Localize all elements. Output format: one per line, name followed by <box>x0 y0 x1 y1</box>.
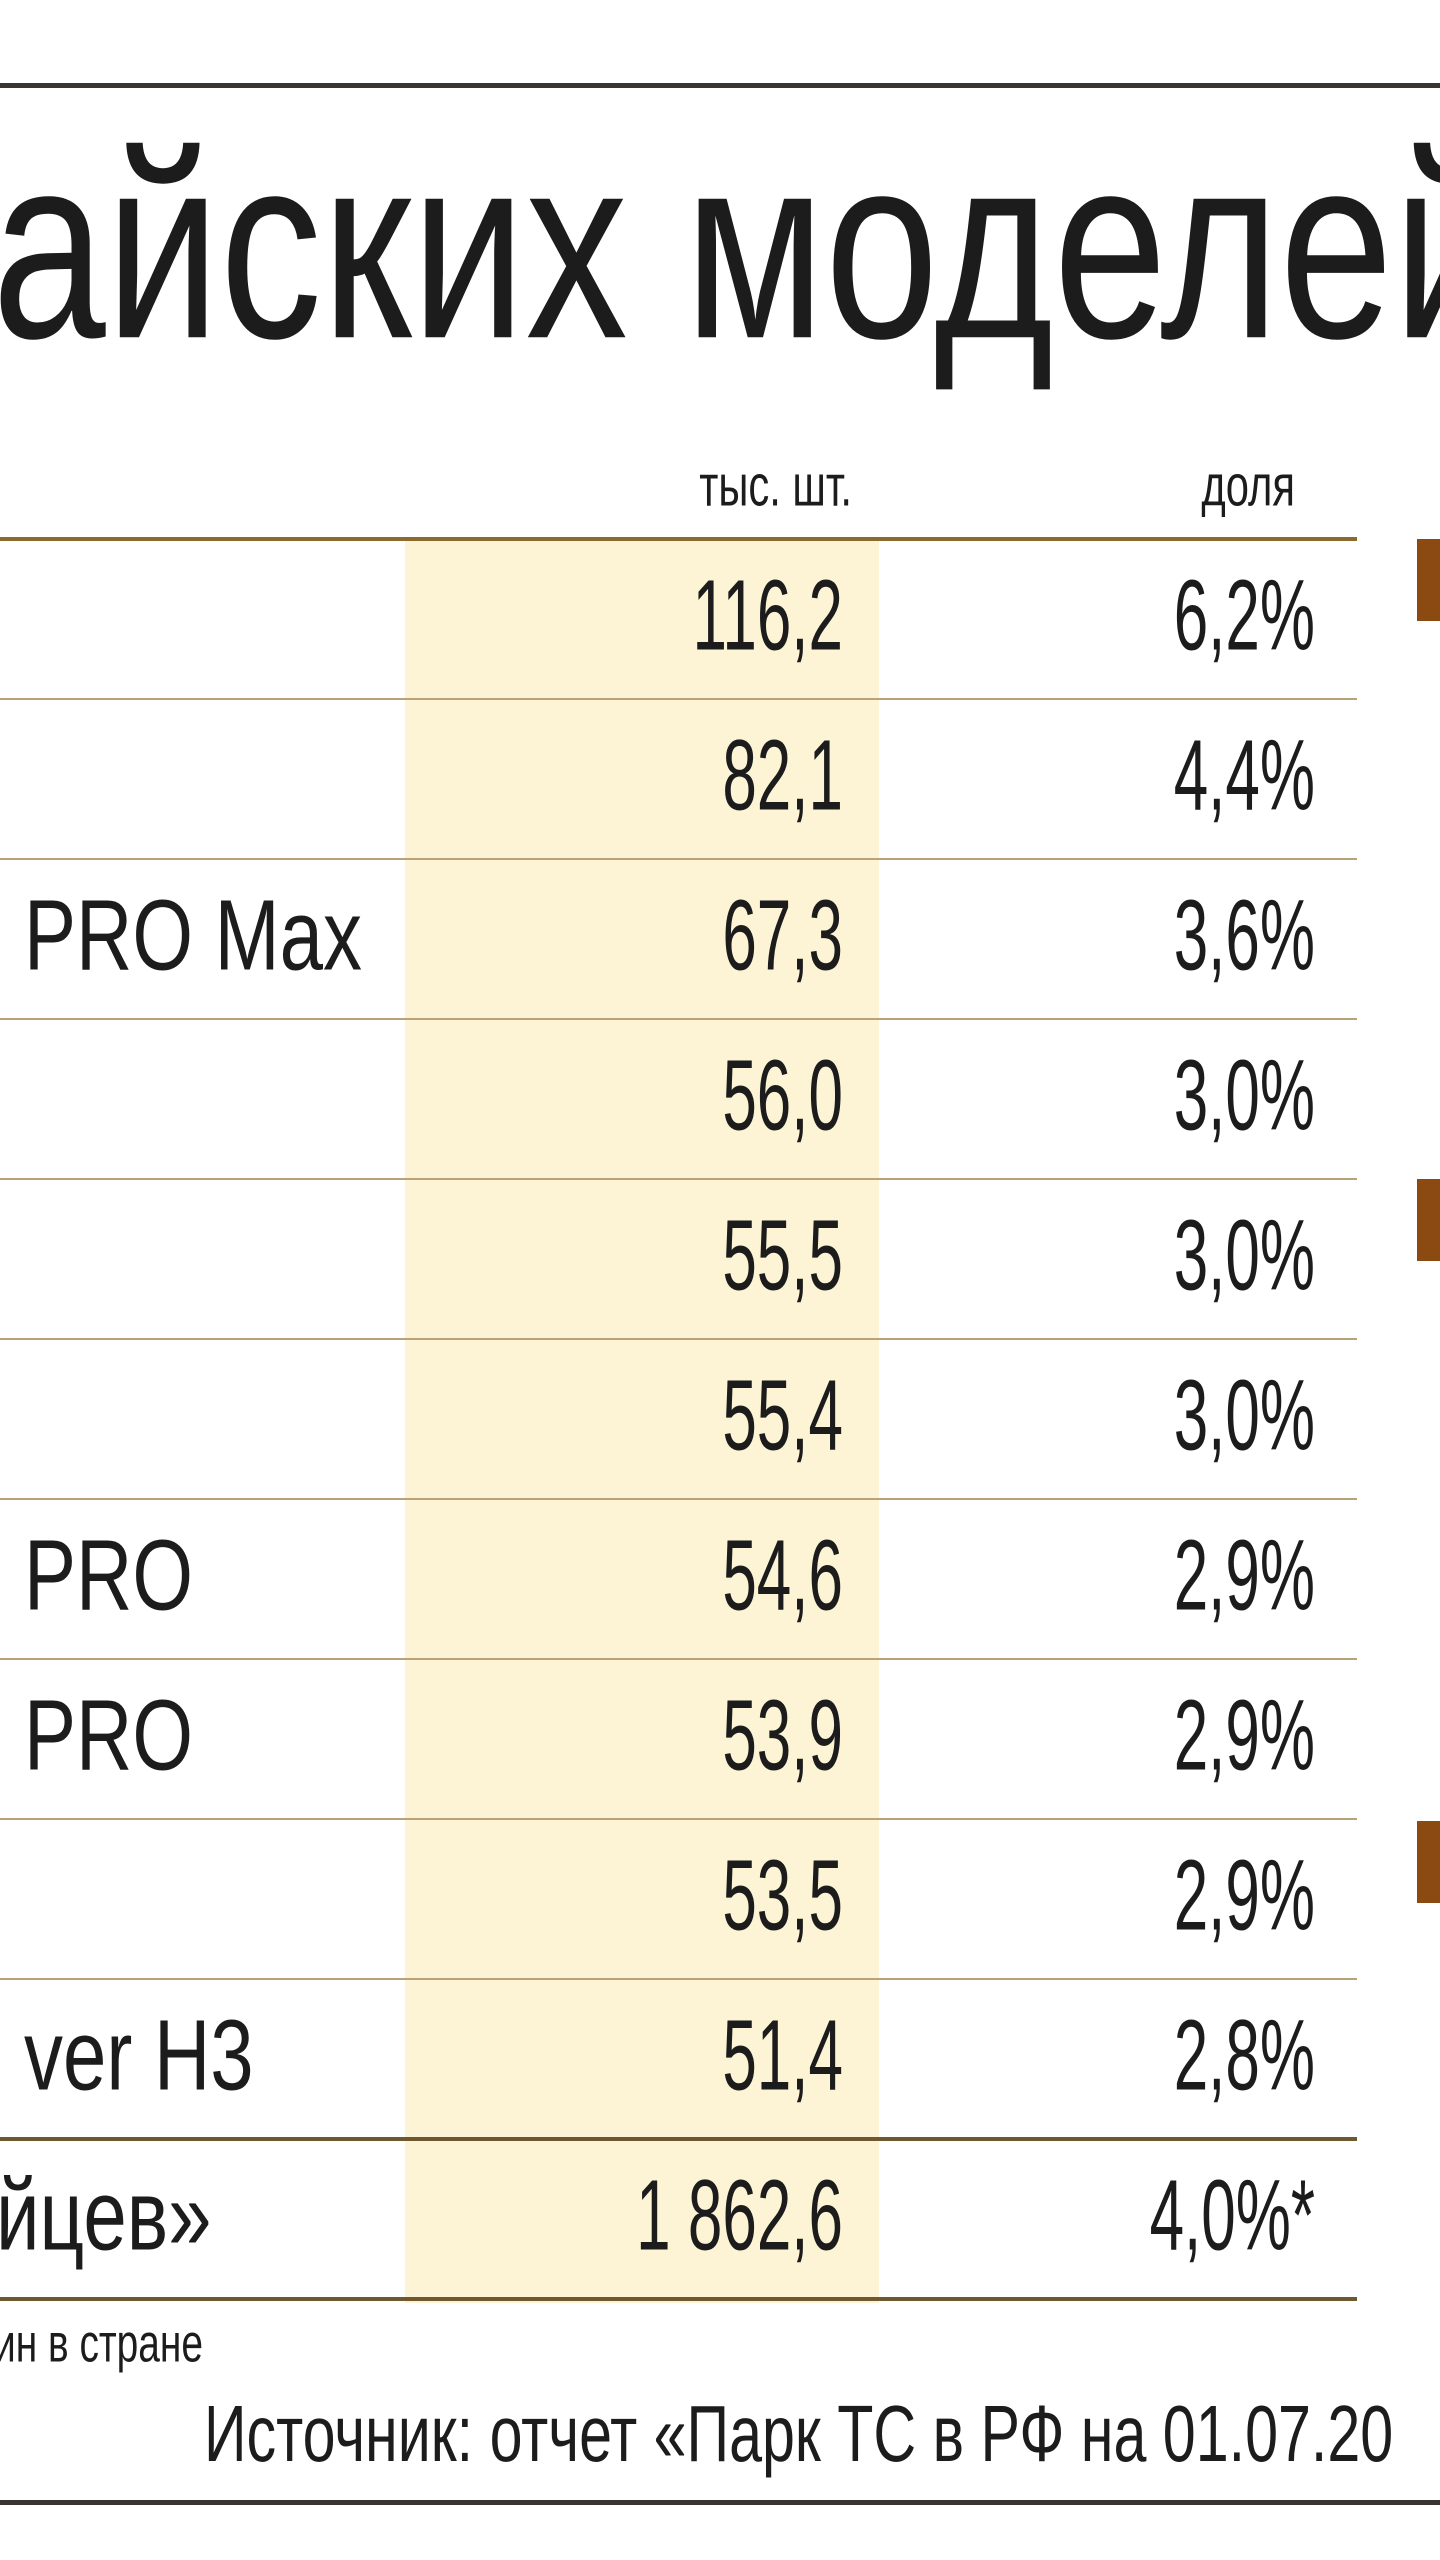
row-rule <box>0 1178 1357 1180</box>
count-cell: 53,5 <box>722 1839 843 1951</box>
count-cell: 56,0 <box>722 1039 843 1151</box>
row-rule <box>0 1498 1357 1500</box>
row-rule <box>0 1018 1357 1020</box>
highlight-column <box>405 539 879 2303</box>
footnote: ин в стране <box>0 2312 203 2373</box>
total-rule <box>0 2137 1357 2141</box>
row-rule <box>0 858 1357 860</box>
count-cell: 51,4 <box>722 1999 843 2111</box>
share-cell: 3,0% <box>1174 1199 1315 1311</box>
total-name: йцев» <box>0 2160 212 2272</box>
model-name: PRO <box>24 1520 193 1632</box>
count-cell: 53,9 <box>722 1679 843 1791</box>
side-marker <box>1417 1821 1440 1903</box>
share-cell: 2,9% <box>1174 1519 1315 1631</box>
share-cell: 3,0% <box>1174 1359 1315 1471</box>
side-marker <box>1417 1179 1440 1261</box>
model-name: PRO Max <box>24 880 362 992</box>
row-rule <box>0 1978 1357 1980</box>
row-rule <box>0 1818 1357 1820</box>
source: Источник: отчет «Парк ТС в РФ на 01.07.2… <box>204 2388 1393 2478</box>
header-rule <box>0 537 1357 541</box>
count-cell: 55,4 <box>722 1359 843 1471</box>
share-cell: 3,0% <box>1174 1039 1315 1151</box>
title: айских моделей в <box>0 100 1440 393</box>
total-share: 4,0%* <box>1150 2159 1315 2271</box>
table: айских моделей в тыс. шт. доля 116,2 6,2% 82,… <box>0 100 1440 2478</box>
share-cell: 4,4% <box>1174 719 1315 831</box>
share-cell: 2,9% <box>1174 1679 1315 1791</box>
row-rule <box>0 1658 1357 1660</box>
table-bottom-rule <box>0 2297 1357 2301</box>
row-rule <box>0 698 1357 700</box>
column-header: тыс. шт. <box>699 453 852 518</box>
share-cell: 3,6% <box>1174 879 1315 991</box>
count-cell: 54,6 <box>722 1519 843 1631</box>
model-name: ver H3 <box>24 2000 254 2112</box>
share-cell: 2,9% <box>1174 1839 1315 1951</box>
model-name: PRO <box>24 1680 193 1792</box>
bottom-rule <box>0 2500 1440 2505</box>
share-cell: 6,2% <box>1174 559 1315 671</box>
count-cell: 67,3 <box>722 879 843 991</box>
count-cell: 116,2 <box>692 559 843 671</box>
side-marker <box>1417 539 1440 621</box>
column-header: доля <box>1201 453 1295 518</box>
total-count: 1 862,6 <box>636 2159 843 2271</box>
share-cell: 2,8% <box>1174 1999 1315 2111</box>
top-rule <box>0 83 1440 88</box>
count-cell: 82,1 <box>722 719 843 831</box>
row-rule <box>0 1338 1357 1340</box>
count-cell: 55,5 <box>722 1199 843 1311</box>
